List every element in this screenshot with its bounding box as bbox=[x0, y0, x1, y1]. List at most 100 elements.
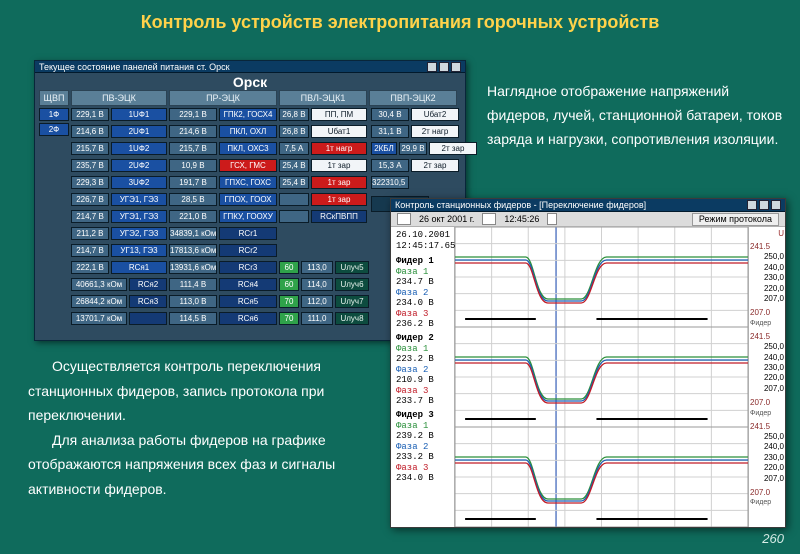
phase-entry: Фаза 3233.7 В bbox=[396, 386, 451, 406]
phase-entry: Фаза 1223.2 В bbox=[396, 344, 451, 364]
orsk-cell: 211,2 В bbox=[71, 227, 109, 240]
para-1: Осуществляется контроль переключения ста… bbox=[28, 354, 348, 428]
orsk-cell: RCя1 bbox=[111, 261, 167, 274]
orsk-cell: 25,4 В bbox=[279, 176, 309, 189]
orsk-cell bbox=[129, 312, 167, 325]
chart-scale: 241.5250,0240,0230,0220,0207,0207.0Фидер bbox=[750, 328, 784, 418]
hdr-3: ПВЛ-ЭЦК1 bbox=[279, 90, 367, 106]
orsk-cell: 28,5 В bbox=[169, 193, 217, 206]
orsk-cell: 60 bbox=[279, 261, 299, 274]
orsk-cell: 222,1 В bbox=[71, 261, 109, 274]
orsk-cell: 2т зар bbox=[429, 142, 477, 155]
orsk-cell: 229,3 В bbox=[71, 176, 109, 189]
orsk-cell: 214,7 В bbox=[71, 244, 109, 257]
orsk-cell: 1UФ2 bbox=[111, 142, 167, 155]
orsk-cell: 1т зар bbox=[311, 176, 367, 189]
feeder-name: Фидер 1 bbox=[396, 256, 451, 266]
orsk-cell bbox=[279, 210, 309, 223]
hdr-4: ПВП-ЭЦК2 bbox=[369, 90, 457, 106]
orsk-cell: 10,9 В bbox=[169, 159, 217, 172]
chart-win-buttons[interactable] bbox=[747, 200, 781, 210]
chart-plot-area[interactable] bbox=[455, 227, 749, 527]
orsk-cell: 40661,3 кОм bbox=[71, 278, 127, 291]
orsk-cell: 235,7 В bbox=[71, 159, 109, 172]
orsk-cell: 215,7 В bbox=[71, 142, 109, 155]
orsk-cell: 1UФ1 bbox=[111, 108, 167, 121]
orsk-win-buttons[interactable] bbox=[427, 62, 461, 72]
orsk-cell bbox=[279, 193, 309, 206]
orsk-cell: 30,4 В bbox=[371, 108, 409, 121]
orsk-cell: ПП, ПМ bbox=[311, 108, 367, 121]
slide-title: Контроль устройств электропитания горочн… bbox=[0, 0, 800, 43]
menu-dropdown-icon[interactable] bbox=[397, 213, 411, 225]
chart-menubar: 26 окт 2001 г. 12:45:26 Режим протокола bbox=[391, 212, 785, 227]
phase-entry: Фаза 2233.2 В bbox=[396, 442, 451, 462]
orsk-titlebar[interactable]: Текущее состояние панелей питания ст. Ор… bbox=[35, 61, 465, 73]
orsk-cell: 215,7 В bbox=[169, 142, 217, 155]
phase-entry: Фаза 2234.0 В bbox=[396, 288, 451, 308]
orsk-cell: 111,4 В bbox=[169, 278, 217, 291]
orsk-cell: 322310,5 кОм bbox=[371, 176, 409, 189]
orsk-column-headers: ЩВП ПВ-ЭЦК ПР-ЭЦК ПВЛ-ЭЦК1 ПВП-ЭЦК2 bbox=[39, 90, 461, 106]
orsk-cell: 1т зар bbox=[311, 159, 367, 172]
orsk-cell: 114,0 bbox=[301, 278, 333, 291]
orsk-cell: 34839,1 кОм bbox=[169, 227, 217, 240]
orsk-cell: 2КБЛ bbox=[371, 142, 397, 155]
phase-entry: Фаза 2210.9 В bbox=[396, 365, 451, 385]
chart-legend-panel: 26.10.2001 12:45:17.65 Фидер 1Фаза 1234.… bbox=[391, 227, 455, 527]
orsk-cell: 229,1 В bbox=[71, 108, 109, 121]
orsk-cell: 114,5 В bbox=[169, 312, 217, 325]
orsk-cell: 15,3 А bbox=[371, 159, 409, 172]
hdr-1: ПВ-ЭЦК bbox=[71, 90, 167, 106]
orsk-cell: 226,7 В bbox=[71, 193, 109, 206]
orsk-cell: 29,9 В bbox=[399, 142, 427, 155]
orsk-cell: RСя6 bbox=[219, 312, 277, 325]
orsk-cell: 2UФ2 bbox=[111, 159, 167, 172]
orsk-cell: 26,8 В bbox=[279, 125, 309, 138]
phase-entry: Фаза 3234.0 В bbox=[396, 463, 451, 483]
orsk-cell: Uлуч7 bbox=[335, 295, 369, 308]
orsk-cell: 2Ф bbox=[39, 123, 69, 136]
hdr-2: ПР-ЭЦК bbox=[169, 90, 277, 106]
ts-date: 26.10.2001 bbox=[396, 230, 451, 240]
orsk-cell: 113,0 bbox=[301, 261, 333, 274]
chart-window: Контроль станционных фидеров - [Переключ… bbox=[390, 198, 786, 528]
orsk-cell: 191,7 В bbox=[169, 176, 217, 189]
orsk-cell: 17813,6 кОм bbox=[169, 244, 217, 257]
orsk-cell: ПКЛ, ОХС3 bbox=[219, 142, 277, 155]
orsk-cell: УГ13, ГЭ3 bbox=[111, 244, 167, 257]
orsk-cell: Uбат1 bbox=[311, 125, 367, 138]
orsk-cell: 112,0 bbox=[301, 295, 333, 308]
chart-date: 26 окт 2001 г. bbox=[419, 214, 474, 224]
orsk-cell: RCя3 bbox=[129, 295, 167, 308]
orsk-cell: 13701,7 кОм bbox=[71, 312, 127, 325]
orsk-cell: 1т нагр bbox=[311, 142, 367, 155]
orsk-cell: ГСХ, ГМС bbox=[219, 159, 277, 172]
orsk-cell: УГЭ2, ГЭ3 bbox=[111, 227, 167, 240]
orsk-cell: Uлуч5 bbox=[335, 261, 369, 274]
description-top: Наглядное отображение напряжений фидеров… bbox=[487, 80, 787, 151]
feeder-name: Фидер 3 bbox=[396, 410, 451, 420]
orsk-cell: ГПХС, ГОХС bbox=[219, 176, 277, 189]
orsk-cell: 111,0 bbox=[301, 312, 333, 325]
chart-titlebar[interactable]: Контроль станционных фидеров - [Переключ… bbox=[391, 199, 785, 212]
orsk-cell: 214,6 В bbox=[169, 125, 217, 138]
mode-protocol-button[interactable]: Режим протокола bbox=[692, 213, 779, 226]
orsk-cell: RСr2 bbox=[219, 244, 277, 257]
orsk-cell: 1т зар bbox=[311, 193, 367, 206]
time-stepper-icon[interactable] bbox=[547, 213, 557, 225]
orsk-cell: ПКЛ, ОХЛ bbox=[219, 125, 277, 138]
orsk-cell: 60 bbox=[279, 278, 299, 291]
orsk-cell: 2UФ1 bbox=[111, 125, 167, 138]
orsk-cell: 214,6 В bbox=[71, 125, 109, 138]
orsk-cell: RCя2 bbox=[129, 278, 167, 291]
time-dropdown-icon[interactable] bbox=[482, 213, 496, 225]
chart-svg bbox=[455, 227, 748, 527]
orsk-cell: ГПК2, ГОСХ4 bbox=[219, 108, 277, 121]
orsk-cell: RСr3 bbox=[219, 261, 277, 274]
description-bottom: Осуществляется контроль переключения ста… bbox=[28, 354, 348, 501]
orsk-cell: 229,1 В bbox=[169, 108, 217, 121]
feeder-name: Фидер 2 bbox=[396, 333, 451, 343]
page-number: 260 bbox=[762, 531, 784, 546]
orsk-cell: 1Ф bbox=[39, 108, 69, 121]
